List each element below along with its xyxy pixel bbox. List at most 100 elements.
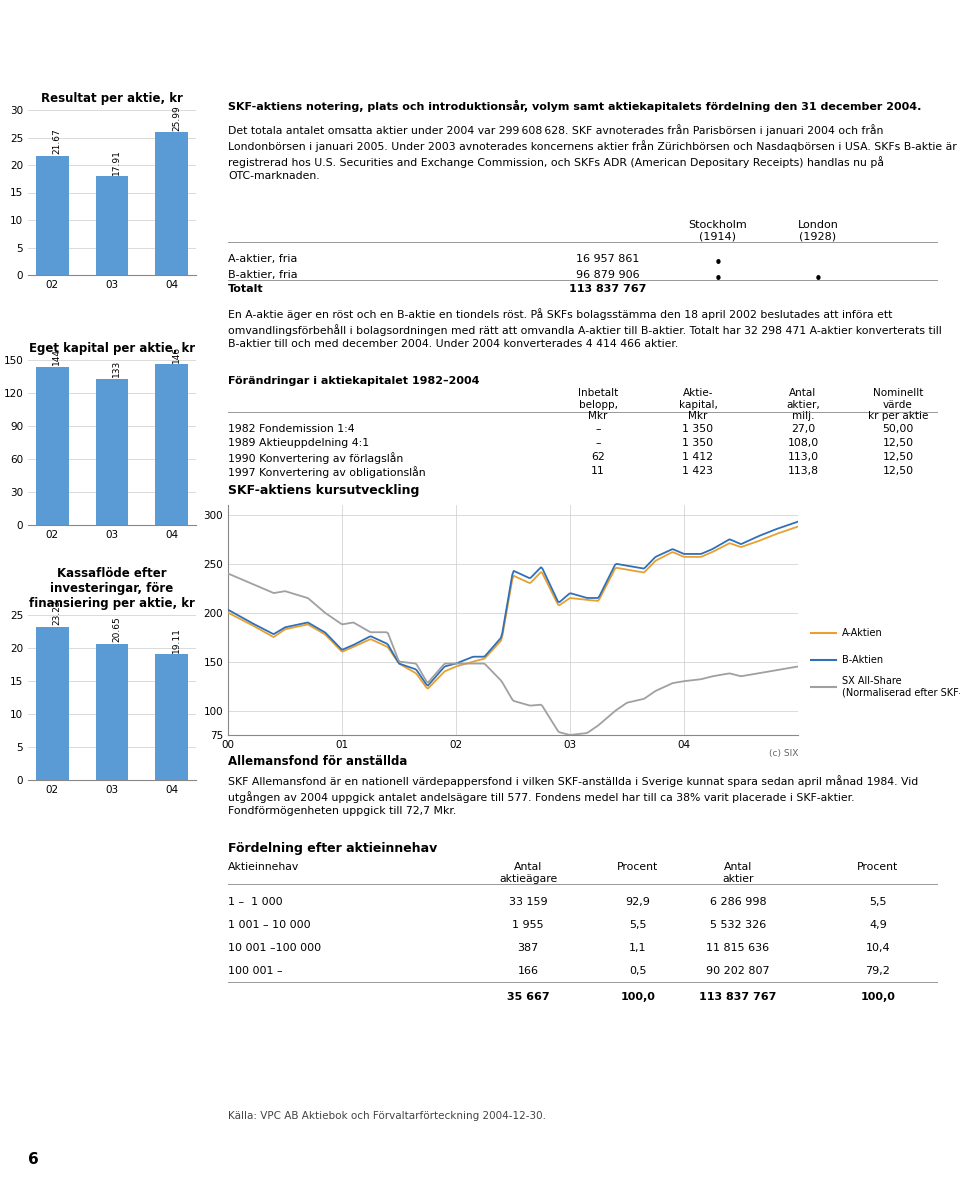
Text: 1 350: 1 350: [683, 438, 713, 449]
Text: 1997 Konvertering av obligationslån: 1997 Konvertering av obligationslån: [228, 466, 425, 478]
Text: 387: 387: [517, 942, 539, 953]
Text: Procent: Procent: [857, 863, 899, 872]
Text: 92,9: 92,9: [626, 897, 651, 907]
Text: 96 879 906: 96 879 906: [576, 270, 639, 280]
Text: 1 350: 1 350: [683, 424, 713, 434]
Text: 79,2: 79,2: [866, 966, 891, 976]
Text: 10,4: 10,4: [866, 942, 890, 953]
Text: 1989 Aktieuppdelning 4:1: 1989 Aktieuppdelning 4:1: [228, 438, 370, 449]
Text: 166: 166: [517, 966, 539, 976]
Text: (c) SIX: (c) SIX: [769, 749, 798, 758]
Text: 17.91: 17.91: [112, 149, 121, 175]
Text: SKF-aktiens kursutveckling: SKF-aktiens kursutveckling: [228, 484, 420, 497]
Text: 27,0: 27,0: [791, 424, 815, 434]
Text: –: –: [595, 438, 601, 449]
Text: 1990 Konvertering av förlagslån: 1990 Konvertering av förlagslån: [228, 452, 403, 464]
Text: 35 667: 35 667: [507, 993, 549, 1002]
Text: 1 955: 1 955: [513, 920, 543, 931]
Bar: [96, 177, 129, 276]
Text: 21.67: 21.67: [52, 129, 61, 155]
Text: 0,5: 0,5: [629, 966, 647, 976]
Text: 20.65: 20.65: [112, 617, 121, 642]
Text: SKF Allemansfond är en nationell värdepappersfond i vilken SKF-anställda i Sveri: SKF Allemansfond är en nationell värdepa…: [228, 774, 919, 816]
Text: Det totala antalet omsatta aktier under 2004 var 299 608 628. SKF avnoterades fr: Det totala antalet omsatta aktier under …: [228, 124, 957, 181]
Text: B-Aktien: B-Aktien: [842, 655, 883, 665]
Bar: [36, 366, 68, 525]
Text: Procent: Procent: [617, 863, 659, 872]
Text: 113 837 767: 113 837 767: [569, 284, 647, 293]
Bar: [96, 378, 129, 525]
Text: 100,0: 100,0: [620, 993, 656, 1002]
Text: Aktie-
kapital,
Mkr: Aktie- kapital, Mkr: [679, 388, 717, 421]
Text: 146: 146: [172, 346, 180, 363]
Text: SX All-Share
(Normaliserad efter SKF-B): SX All-Share (Normaliserad efter SKF-B): [842, 676, 960, 698]
Text: 1 423: 1 423: [683, 466, 713, 476]
Text: Nominellt
värde
kr per aktie: Nominellt värde kr per aktie: [868, 388, 928, 421]
Text: B-aktier, fria: B-aktier, fria: [228, 270, 298, 280]
Text: 4,9: 4,9: [869, 920, 887, 931]
Text: 113 837 767: 113 837 767: [699, 993, 777, 1002]
Text: 11 815 636: 11 815 636: [707, 942, 770, 953]
Text: –: –: [595, 424, 601, 434]
Text: 12,50: 12,50: [882, 438, 914, 449]
Text: Totalt: Totalt: [228, 284, 264, 293]
Text: En A-aktie äger en röst och en B-aktie en tiondels röst. På SKFs bolagsstämma de: En A-aktie äger en röst och en B-aktie e…: [228, 308, 942, 350]
Text: 113,8: 113,8: [787, 466, 819, 476]
Text: 5,5: 5,5: [629, 920, 647, 931]
Bar: [36, 626, 68, 780]
Text: 1 412: 1 412: [683, 452, 713, 462]
Text: Allemansfond för anställda: Allemansfond för anställda: [228, 755, 407, 768]
Text: 100 001 –: 100 001 –: [228, 966, 282, 976]
Bar: [156, 132, 188, 276]
Text: Inbetalt
belopp,
Mkr: Inbetalt belopp, Mkr: [578, 388, 618, 421]
Bar: [96, 644, 129, 780]
Text: Aktier och aktieägare: Aktier och aktieägare: [21, 20, 360, 48]
Text: •: •: [813, 272, 823, 288]
Text: Antal
aktier,
milj.: Antal aktier, milj.: [786, 388, 820, 421]
Text: 62: 62: [591, 452, 605, 462]
Text: 12,50: 12,50: [882, 466, 914, 476]
Bar: [36, 156, 68, 276]
Text: 113,0: 113,0: [787, 452, 819, 462]
Text: 50,00: 50,00: [882, 424, 914, 434]
Text: 133: 133: [112, 360, 121, 377]
Title: Resultat per aktie, kr: Resultat per aktie, kr: [41, 92, 183, 105]
Text: 100,0: 100,0: [860, 993, 896, 1002]
Text: 6 286 998: 6 286 998: [709, 897, 766, 907]
Text: Antal
aktier: Antal aktier: [722, 863, 754, 884]
Text: 10 001 –100 000: 10 001 –100 000: [228, 942, 322, 953]
Text: 1982 Fondemission 1:4: 1982 Fondemission 1:4: [228, 424, 354, 434]
Text: 5,5: 5,5: [869, 897, 887, 907]
Text: 1 001 – 10 000: 1 001 – 10 000: [228, 920, 311, 931]
Text: Fördelning efter aktieinnehav: Fördelning efter aktieinnehav: [228, 842, 437, 855]
Text: 11: 11: [591, 466, 605, 476]
Text: 90 202 807: 90 202 807: [707, 966, 770, 976]
Text: •: •: [713, 272, 723, 288]
Text: 1,1: 1,1: [629, 942, 647, 953]
Text: 6: 6: [28, 1152, 38, 1168]
Text: Förändringar i aktiekapitalet 1982–2004: Förändringar i aktiekapitalet 1982–2004: [228, 376, 479, 387]
Text: A-aktier, fria: A-aktier, fria: [228, 254, 298, 264]
Text: Stockholm
(1914): Stockholm (1914): [688, 220, 748, 242]
Text: 25.99: 25.99: [172, 105, 180, 131]
Text: 5 532 326: 5 532 326: [709, 920, 766, 931]
Text: Aktieinnehav: Aktieinnehav: [228, 863, 300, 872]
Text: 19.11: 19.11: [172, 626, 180, 653]
Bar: [156, 654, 188, 780]
Text: 16 957 861: 16 957 861: [576, 254, 639, 264]
Text: 33 159: 33 159: [509, 897, 547, 907]
Bar: [156, 364, 188, 525]
Text: Antal
aktieägare: Antal aktieägare: [499, 863, 557, 884]
Text: SKF-aktiens notering, plats och introduktionsår, volym samt aktiekapitalets förd: SKF-aktiens notering, plats och introduk…: [228, 100, 922, 112]
Text: A-Aktien: A-Aktien: [842, 628, 882, 638]
Title: Eget kapital per aktie, kr: Eget kapital per aktie, kr: [29, 341, 195, 354]
Text: Källa: VPC AB Aktiebok och Förvaltarförteckning 2004-12-30.: Källa: VPC AB Aktiebok och Förvaltarfört…: [228, 1111, 546, 1121]
Text: •: •: [713, 256, 723, 271]
Text: 23.23: 23.23: [52, 600, 61, 625]
Title: Kassaflöde efter
investeringar, före
finansiering per aktie, kr: Kassaflöde efter investeringar, före fin…: [29, 567, 195, 610]
Text: London
(1928): London (1928): [798, 220, 838, 242]
Text: 144: 144: [52, 348, 61, 365]
Text: 12,50: 12,50: [882, 452, 914, 462]
Text: 108,0: 108,0: [787, 438, 819, 449]
Text: 1 –  1 000: 1 – 1 000: [228, 897, 282, 907]
